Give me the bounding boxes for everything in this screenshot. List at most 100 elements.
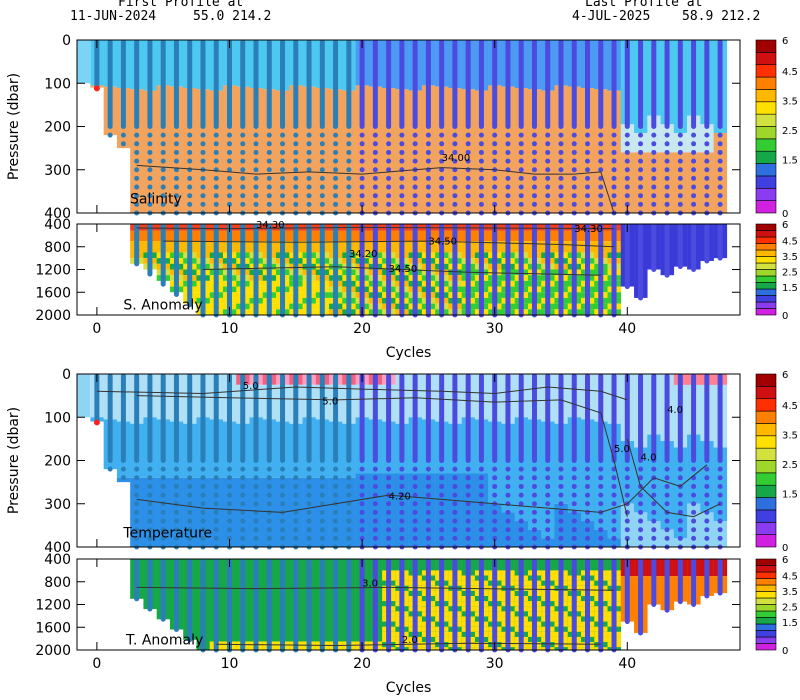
profile-dot — [319, 466, 325, 472]
profile-dot — [333, 483, 339, 489]
profile-dot — [160, 492, 166, 498]
profile-dot — [386, 175, 392, 181]
salinity-contour — [136, 164, 615, 214]
profile-dot — [240, 193, 246, 199]
profile-dot — [624, 193, 630, 199]
profile-dot — [691, 201, 697, 207]
profile-dot — [664, 535, 670, 541]
profile-dot — [333, 518, 339, 524]
profile-dot — [187, 201, 193, 207]
profile-dot — [386, 509, 392, 515]
profile-dot — [293, 509, 299, 515]
profile-dot — [240, 535, 246, 541]
profile-dot — [558, 518, 564, 524]
colorbar-swatch — [755, 175, 777, 189]
colorbar-swatch — [755, 262, 777, 270]
profile-dot — [319, 535, 325, 541]
profile-dot — [452, 535, 458, 541]
profile-dot — [160, 527, 166, 533]
profile-dot — [134, 492, 140, 498]
profile-dot — [359, 132, 365, 138]
profile-dot — [505, 492, 511, 498]
profile-dot — [319, 492, 325, 498]
profile-dot — [585, 193, 591, 199]
profile-dot — [691, 175, 697, 181]
colorbar-tick-label: 1.5 — [782, 489, 798, 500]
profile-dot — [704, 501, 710, 507]
profile-dot — [664, 141, 670, 147]
profile-dot — [266, 483, 272, 489]
profile-dot — [160, 175, 166, 181]
profile-dot — [147, 475, 153, 481]
profile-dot — [253, 175, 259, 181]
profile-dot — [346, 492, 352, 498]
profile-dot — [253, 149, 259, 155]
colorbar-swatch — [755, 275, 777, 283]
temperature-contour-label: 5.0 — [614, 444, 630, 455]
profile-dot — [359, 158, 365, 164]
profile-dot — [134, 193, 140, 199]
profile-dot — [585, 158, 591, 164]
profile-dot — [333, 492, 339, 498]
profile-dot — [545, 193, 551, 199]
profile-dot — [558, 167, 564, 173]
profile-dot — [240, 158, 246, 164]
colorbar-swatch — [755, 301, 777, 309]
profile-dot — [717, 509, 723, 515]
profile-dot — [306, 167, 312, 173]
profile-dot — [518, 501, 524, 507]
profile-dot — [664, 149, 670, 155]
colorbar-tick-label: 0 — [782, 543, 788, 554]
profile-dot — [134, 158, 140, 164]
profile-dot — [691, 535, 697, 541]
profile-dot — [359, 492, 365, 498]
profile-dot — [531, 509, 537, 515]
profile-dot — [280, 501, 286, 507]
profile-dot — [531, 184, 537, 190]
profile-dot — [173, 483, 179, 489]
profile-dot — [717, 149, 723, 155]
profile-dot — [691, 167, 697, 173]
y-tick-label: 800 — [44, 575, 71, 591]
profile-dot — [200, 501, 206, 507]
profile-dot — [717, 184, 723, 190]
colorbar-tick-label: 2.5 — [782, 126, 798, 137]
profile-dot — [452, 492, 458, 498]
profile-dot — [571, 132, 577, 138]
profile-dot — [638, 184, 644, 190]
temperature-mid-layer — [567, 417, 582, 513]
profile-dot — [439, 184, 445, 190]
profile-dot — [147, 132, 153, 138]
colorbar-swatch — [755, 578, 777, 586]
profile-dot — [624, 466, 630, 472]
profile-dot — [492, 201, 498, 207]
profile-dot — [478, 492, 484, 498]
profile-dot — [425, 201, 431, 207]
x-tick-label: 10 — [221, 321, 239, 337]
profile-dot — [611, 501, 617, 507]
y-tick-label: 200 — [44, 120, 71, 136]
profile-dot — [545, 466, 551, 472]
profile-dot — [531, 492, 537, 498]
profile-dot — [253, 527, 259, 533]
profile-dot — [571, 201, 577, 207]
profile-dot — [465, 509, 471, 515]
profile-dot — [226, 175, 232, 181]
profile-dot — [598, 158, 604, 164]
profile-dot — [677, 184, 683, 190]
salinity-fresh-patch — [620, 124, 635, 153]
profile-dot — [399, 193, 405, 199]
profile-dot — [293, 141, 299, 147]
profile-dot — [704, 475, 710, 481]
profile-dot — [200, 509, 206, 515]
profile-dot — [638, 141, 644, 147]
profile-dot — [717, 535, 723, 541]
profile-dot — [412, 483, 418, 489]
profile-dot — [173, 527, 179, 533]
profile-dot — [187, 509, 193, 515]
profile-dot — [386, 158, 392, 164]
profile-dot — [213, 141, 219, 147]
profile-dot — [346, 167, 352, 173]
profile-dot — [333, 141, 339, 147]
profile-dot — [200, 527, 206, 533]
